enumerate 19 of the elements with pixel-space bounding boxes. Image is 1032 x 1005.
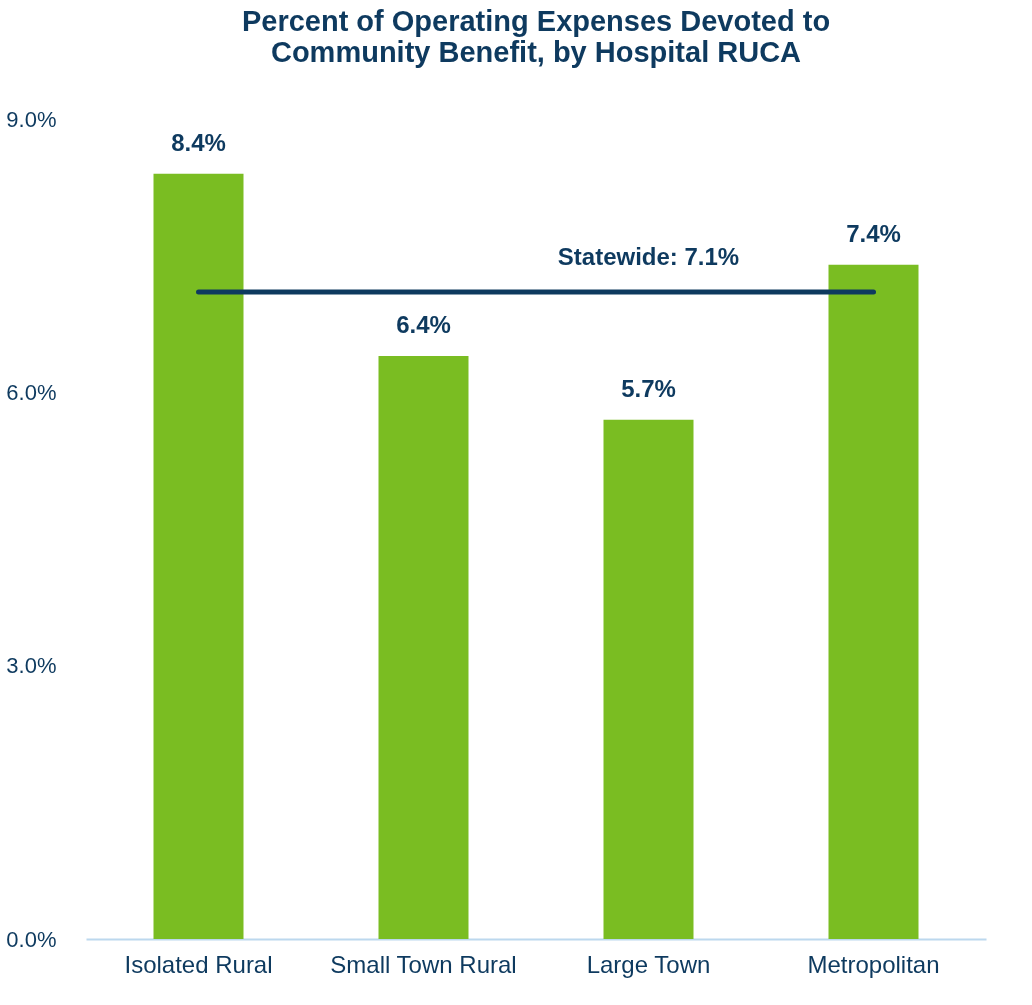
text: Percent of Operating Expenses Devoted to — [241, 5, 831, 37]
text: Community Benefit, by Hospital RUCA — [270, 36, 802, 68]
data-label: 8.4% — [171, 128, 226, 156]
data-label: 6.4% — [396, 310, 451, 338]
ref-line-label: Statewide: 7.1% — [557, 243, 740, 271]
x-tick-label: Isolated Rural — [124, 950, 273, 978]
bar — [378, 355, 469, 939]
data-label: 5.7% — [621, 374, 676, 402]
data-label: 7.4% — [846, 219, 901, 247]
x-tick-label: Large Town — [586, 950, 711, 978]
bar — [828, 264, 919, 939]
y-tick-label: 9.0% — [6, 106, 57, 132]
bar — [603, 419, 694, 939]
y-tick-label: 3.0% — [6, 653, 57, 679]
y-tick-label: 0.0% — [6, 926, 57, 952]
y-tick-label: 6.0% — [6, 379, 57, 405]
x-tick-label: Small Town Rural — [330, 950, 517, 978]
bar — [153, 173, 244, 939]
x-tick-label: Metropolitan — [807, 950, 940, 978]
